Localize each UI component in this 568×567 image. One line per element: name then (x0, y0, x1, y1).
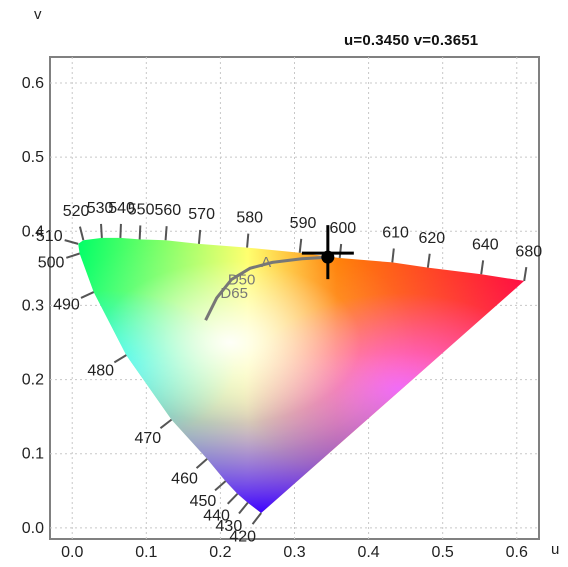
annotation-d50: D50 (228, 272, 256, 289)
x-tick-label-4: 0.4 (357, 544, 379, 561)
tick-640 (480, 260, 485, 275)
tick-590 (298, 238, 303, 253)
annotation-a: A (261, 254, 271, 271)
wavelength-label-580: 580 (236, 210, 263, 227)
x-tick-label-0: 0.0 (61, 544, 83, 561)
wavelength-label-620: 620 (418, 230, 445, 247)
wavelength-label-490: 490 (53, 297, 80, 314)
coordinate-readout: u=0.3450 v=0.3651 (344, 32, 479, 49)
tick-500 (66, 252, 80, 259)
spectral-gamut (78, 237, 525, 513)
tick-570 (197, 229, 202, 244)
tick-550 (138, 225, 142, 240)
wavelength-label-480: 480 (87, 363, 114, 380)
x-tick-label-6: 0.6 (506, 544, 528, 561)
tick-520 (78, 226, 85, 241)
y-tick-label-3: 0.3 (22, 297, 44, 314)
wavelength-label-570: 570 (188, 206, 215, 223)
selected-point (321, 250, 335, 264)
tick-460 (195, 458, 208, 469)
wavelength-label-470: 470 (134, 430, 161, 447)
x-tick-label-3: 0.3 (283, 544, 305, 561)
tick-420 (251, 512, 262, 525)
planckian-locus (204, 255, 328, 321)
tick-610 (391, 248, 395, 263)
wavelength-label-540: 540 (108, 200, 135, 217)
wavelength-label-500: 500 (38, 255, 65, 272)
axis-tick-labels: 0.0 0.1 0.2 0.3 0.4 0.5 0.6 0.0 0.1 0.2 0.3 0.4 0.5 0… (22, 75, 528, 561)
wavelength-label-520: 520 (63, 203, 90, 220)
wavelength-label-450: 450 (190, 493, 217, 510)
y-axis-title: v (34, 6, 42, 23)
y-tick-label-1: 0.1 (22, 446, 44, 463)
tick-450 (214, 480, 227, 492)
tick-430 (238, 502, 249, 515)
wavelength-label-430: 430 (216, 518, 243, 535)
wavelength-label-420: 420 (229, 529, 256, 546)
wavelength-label-510: 510 (36, 228, 63, 245)
tick-490 (80, 291, 95, 299)
tick-470 (159, 418, 173, 429)
tick-680 (523, 266, 528, 282)
wavelength-label-590: 590 (290, 215, 317, 232)
wavelength-label-460: 460 (171, 471, 198, 488)
y-tick-label-6: 0.6 (22, 75, 44, 92)
selected-point-marker[interactable] (301, 225, 354, 280)
tick-620 (426, 253, 431, 268)
y-tick-label-0: 0.0 (22, 520, 44, 537)
x-tick-label-2: 0.2 (209, 544, 231, 561)
tick-440 (226, 493, 239, 505)
y-tick-label-4: 0.4 (22, 223, 44, 240)
wavelength-ticks (64, 223, 528, 525)
tick-530 (100, 223, 103, 238)
tick-540 (119, 223, 122, 238)
tick-480 (113, 354, 127, 364)
y-tick-label-2: 0.2 (22, 372, 44, 389)
wavelength-label-680: 680 (515, 243, 542, 260)
wavelength-label-530: 530 (87, 200, 114, 217)
gamut-white-core (78, 237, 525, 513)
wavelength-labels: 4204304404504604704804905005105205305405… (36, 200, 542, 546)
wavelength-label-640: 640 (472, 237, 499, 254)
x-tick-label-1: 0.1 (135, 544, 157, 561)
tick-580 (246, 233, 250, 248)
x-tick-label-5: 0.5 (432, 544, 454, 561)
wavelength-label-440: 440 (203, 507, 230, 524)
y-tick-label-5: 0.5 (22, 149, 44, 166)
wavelength-label-600: 600 (329, 220, 356, 237)
wavelength-label-610: 610 (382, 225, 409, 242)
tick-600 (338, 243, 343, 259)
annotation-d65: D65 (220, 285, 248, 302)
wavelength-label-560: 560 (154, 202, 181, 219)
wavelength-label-550: 550 (128, 201, 155, 218)
tick-560 (164, 226, 168, 241)
planckian-curve (204, 255, 328, 321)
tick-510 (64, 239, 79, 245)
x-axis-title: u (551, 541, 560, 558)
